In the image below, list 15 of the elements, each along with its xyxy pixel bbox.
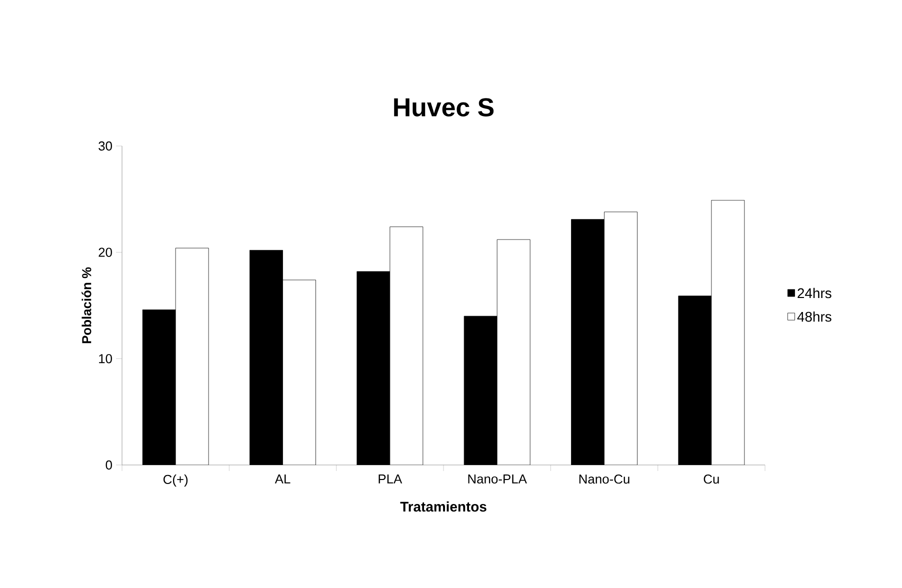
legend-label: 24hrs (798, 288, 832, 298)
y-tick-label: 0 (106, 460, 112, 470)
x-tick-label: Cu (704, 474, 719, 484)
chart-title: Huvec S (394, 98, 494, 116)
x-tick-label: Nano-Cu (579, 474, 630, 484)
y-tick-label: 10 (99, 354, 112, 364)
x-tick-label: C(+) (163, 474, 188, 487)
x-tick-label: Nano-PLA (468, 474, 527, 484)
y-tick-label: 30 (98, 141, 112, 151)
y-axis-title: Población % (82, 267, 92, 344)
x-tick-label: AL (274, 474, 290, 484)
x-axis-title: Tratamientos (400, 501, 486, 512)
y-tick-label: 20 (98, 248, 112, 257)
legend-label: 48hrs (797, 311, 832, 322)
x-tick-label: PLA (378, 474, 402, 484)
